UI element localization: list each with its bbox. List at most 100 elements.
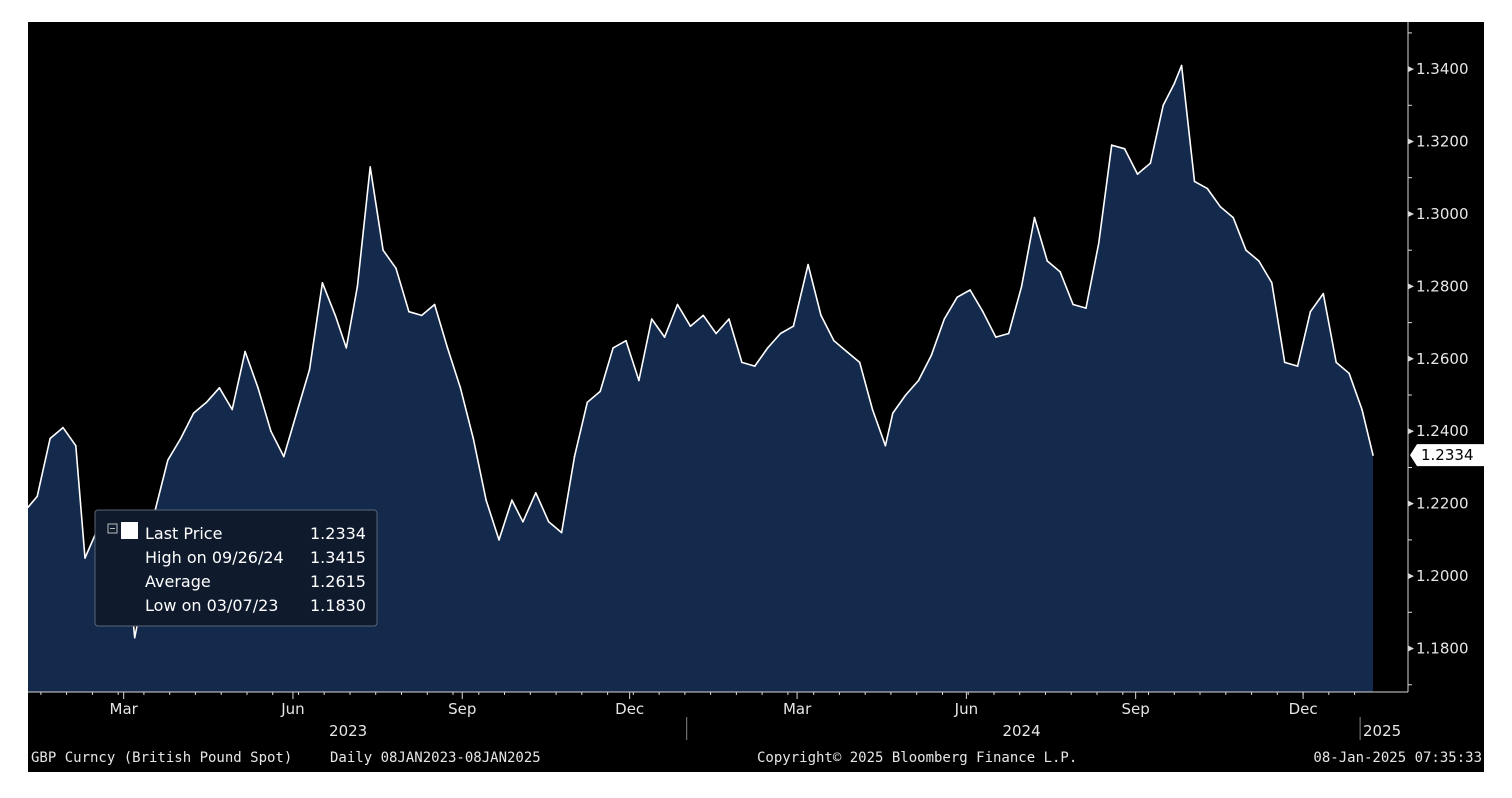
price-point: [485, 499, 487, 501]
price-point: [345, 347, 348, 349]
legend-background: [94, 509, 378, 627]
price-point: [1162, 104, 1164, 107]
y-tick-label: 1.2200: [1416, 495, 1469, 513]
price-point: [295, 412, 298, 414]
y-tick-arrow: [1408, 428, 1414, 435]
price-point: [820, 314, 822, 317]
price-point: [1033, 216, 1036, 219]
last-price-swatch: [121, 522, 138, 539]
price-point: [741, 361, 743, 364]
y-tick-label: 1.2600: [1416, 350, 1469, 368]
price-point: [547, 521, 550, 523]
date-range: Daily 08JAN2023-08JAN2025: [330, 750, 541, 766]
y-tick-label: 1.1800: [1416, 640, 1469, 658]
price-point: [498, 539, 500, 541]
footer-bar: GBP Curncy (British Pound Spot) Daily 08…: [31, 750, 1482, 766]
price-point: [969, 289, 971, 291]
price-point: [1173, 82, 1176, 85]
price-point: [917, 379, 920, 382]
price-point: [1271, 282, 1273, 284]
price-point: [560, 531, 563, 534]
price-point: [420, 314, 423, 317]
x-year-label: 2024: [1002, 722, 1040, 740]
price-point: [535, 492, 537, 494]
price-point: [1232, 216, 1234, 219]
collapse-icon[interactable]: [107, 523, 118, 534]
price-point: [218, 387, 221, 389]
price-point: [858, 361, 861, 364]
price-point: [1219, 205, 1222, 208]
price-point: [995, 336, 997, 338]
price-point: [779, 332, 782, 335]
y-tick-label: 1.3400: [1416, 60, 1469, 78]
price-point: [84, 557, 86, 559]
security-name: GBP Curncy (British Pound Spot): [31, 750, 292, 766]
price-point: [244, 350, 246, 353]
price-point: [75, 444, 77, 447]
price-point: [167, 459, 169, 462]
y-tick-arrow: [1408, 355, 1414, 362]
y-tick-arrow: [1408, 138, 1414, 145]
price-point: [728, 318, 730, 320]
y-tick-label: 1.3000: [1416, 205, 1469, 223]
x-year-label: 2023: [329, 722, 367, 740]
price-point: [807, 263, 809, 266]
price-point: [511, 499, 513, 501]
price-point: [179, 437, 182, 440]
x-month-label: Sep: [1122, 700, 1150, 718]
price-point: [205, 401, 208, 404]
x-month-label: Dec: [615, 700, 644, 718]
price-point: [433, 303, 436, 306]
price-point: [956, 296, 958, 299]
price-point: [754, 365, 756, 367]
legend-row-high: High on 09/26/24 1.3415: [145, 548, 366, 567]
price-point: [270, 430, 272, 433]
price-point: [1123, 148, 1126, 150]
price-point: [766, 347, 769, 349]
price-point: [1309, 310, 1312, 313]
price-point: [446, 347, 449, 349]
price-chart: 1.1800 1.2000 1.2200 1.2400 1.2600 1.2800 1.30…: [28, 22, 1484, 772]
price-point: [676, 303, 679, 306]
price-point: [792, 325, 795, 328]
price-point: [892, 412, 894, 414]
price-point: [1149, 162, 1152, 164]
price-point: [522, 521, 524, 523]
price-point: [612, 347, 614, 349]
price-point: [833, 339, 835, 342]
y-tick-label: 1.3200: [1416, 133, 1469, 151]
price-point: [62, 426, 64, 429]
price-point: [1245, 249, 1247, 251]
price-point: [1110, 144, 1113, 146]
price-point: [689, 325, 692, 328]
price-point: [1372, 454, 1374, 456]
price-point: [1085, 307, 1087, 309]
y-tick-arrow: [1408, 210, 1414, 217]
axis-layer: 1.1800 1.2000 1.2200 1.2400 1.2600 1.2800 1.30…: [28, 22, 1484, 740]
price-point: [1335, 361, 1337, 364]
price-point: [1059, 271, 1061, 273]
price-point: [663, 336, 666, 338]
copyright: Copyright© 2025 Bloomberg Finance L.P.: [757, 750, 1077, 766]
price-point: [1180, 64, 1183, 67]
price-point: [382, 249, 384, 251]
price-point: [49, 437, 51, 440]
price-point: [930, 354, 933, 357]
price-point: [459, 387, 462, 389]
price-point: [321, 282, 324, 284]
price-point: [1098, 242, 1100, 244]
legend-value: 1.1830: [310, 596, 366, 615]
legend-label: Low on 03/07/23: [145, 596, 278, 615]
legend-value: 1.3415: [310, 548, 366, 567]
price-point: [1046, 260, 1049, 262]
price-point: [650, 318, 653, 320]
x-month-label: Sep: [448, 700, 476, 718]
price-point: [334, 314, 337, 317]
y-tick-arrow: [1408, 283, 1414, 290]
timestamp: 08-Jan-2025 07:35:33: [1313, 750, 1482, 766]
price-point: [943, 318, 946, 320]
y-tick-label: 1.2800: [1416, 277, 1469, 295]
legend-row-last-price: Last Price 1.2334: [145, 524, 366, 543]
price-point: [1296, 365, 1299, 367]
price-point: [1348, 372, 1350, 375]
